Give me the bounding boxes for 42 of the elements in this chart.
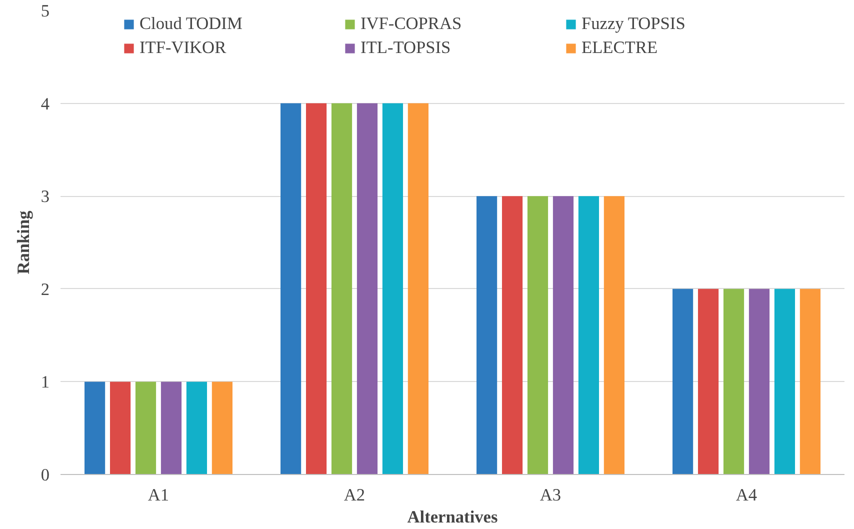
bar bbox=[186, 382, 208, 474]
bar bbox=[476, 196, 498, 474]
x-tick-label: A1 bbox=[148, 486, 170, 504]
bar bbox=[306, 103, 327, 474]
bar bbox=[280, 103, 302, 474]
bar bbox=[527, 196, 548, 474]
bar bbox=[84, 382, 106, 474]
y-tick-label: 2 bbox=[40, 280, 50, 299]
bar bbox=[578, 196, 600, 474]
bar bbox=[698, 288, 719, 474]
y-tick-label: 3 bbox=[40, 187, 50, 206]
bar bbox=[382, 103, 404, 474]
bar bbox=[800, 288, 820, 474]
y-tick-label: 5 bbox=[40, 2, 50, 20]
bar bbox=[604, 196, 624, 474]
legend-label: IVF-COPRAS bbox=[360, 14, 463, 34]
bar bbox=[408, 103, 428, 474]
legend-label: ITL-TOPSIS bbox=[360, 38, 452, 58]
x-tick-label: A4 bbox=[736, 486, 758, 504]
bar bbox=[502, 196, 523, 474]
bar bbox=[331, 103, 352, 474]
x-axis-title: Alternatives bbox=[407, 508, 498, 526]
bar bbox=[135, 382, 156, 474]
legend-label: Cloud TODIM bbox=[140, 14, 244, 34]
bar bbox=[723, 288, 744, 474]
bar bbox=[356, 103, 378, 474]
y-tick-label: 0 bbox=[40, 466, 50, 484]
legend-label: ELECTRE bbox=[582, 38, 659, 58]
x-tick-label: A3 bbox=[540, 486, 562, 504]
bar bbox=[774, 288, 796, 474]
bar bbox=[748, 288, 770, 474]
bar bbox=[212, 382, 232, 474]
y-tick-label: 4 bbox=[40, 94, 50, 114]
legend-label: ITF-VIKOR bbox=[140, 38, 228, 58]
bar bbox=[552, 196, 574, 474]
y-axis-title: Ranking bbox=[14, 210, 33, 274]
bar bbox=[672, 288, 694, 474]
bar bbox=[110, 382, 131, 474]
y-tick-label: 1 bbox=[40, 372, 50, 392]
legend-label: Fuzzy TOPSIS bbox=[582, 14, 686, 34]
bar bbox=[160, 382, 182, 474]
x-tick-label: A2 bbox=[344, 486, 366, 504]
